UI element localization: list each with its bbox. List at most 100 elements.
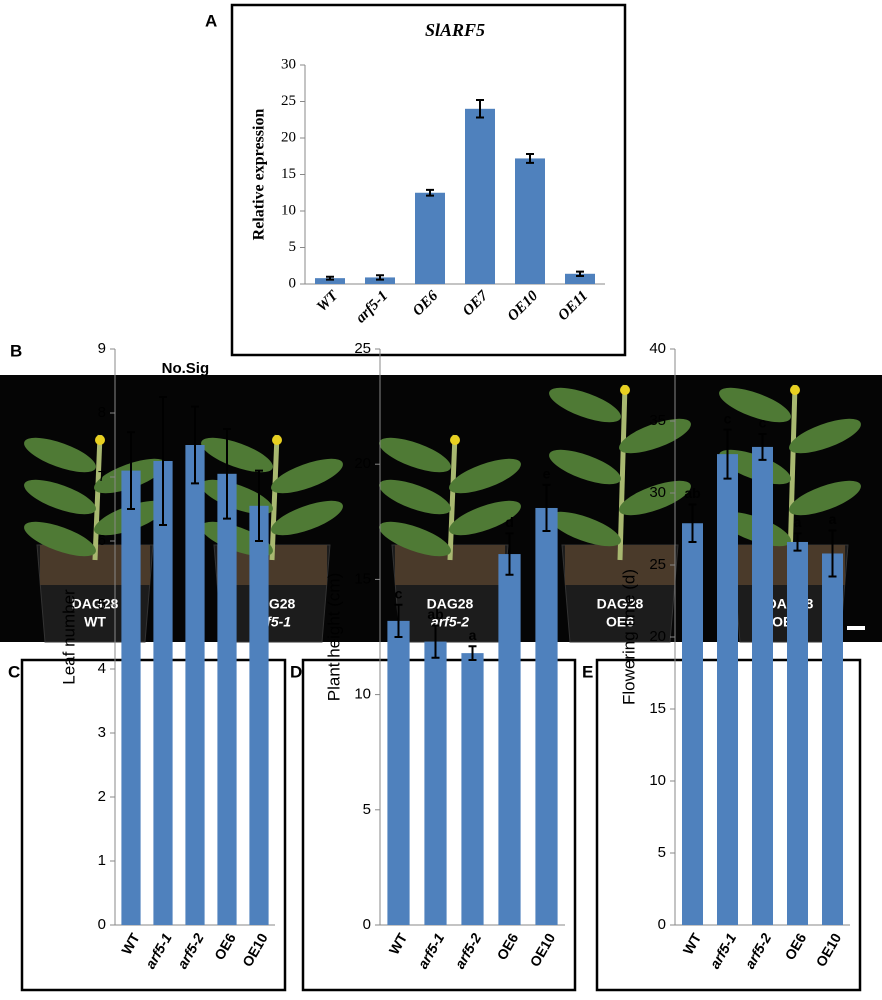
x-tick-label: OE10 [527, 930, 559, 969]
x-tick-label: arf5-1 [353, 288, 391, 326]
group-label: a [794, 514, 802, 530]
x-tick-label: arf5-1 [706, 930, 739, 971]
bar [424, 641, 447, 925]
y-tick-label: 20 [649, 628, 666, 645]
bar [121, 470, 141, 925]
error-bar [394, 603, 403, 638]
y-axis-label: Plant height (cm) [324, 573, 343, 702]
bar [217, 473, 237, 925]
flower [95, 435, 105, 445]
y-tick-label: 0 [289, 275, 297, 291]
y-axis-label: Flowering time (d) [619, 569, 638, 705]
leaf [549, 449, 621, 485]
panel-label: A [205, 11, 217, 30]
error-bar [576, 270, 584, 277]
leaf [201, 437, 273, 473]
y-tick-label: 3 [98, 724, 106, 741]
stem [92, 434, 103, 561]
flower [272, 435, 282, 445]
group-label: a [469, 627, 477, 643]
leaf [549, 511, 621, 547]
y-tick-label: 9 [98, 340, 106, 357]
group-label: ab [684, 485, 700, 501]
scale-bar [847, 626, 865, 630]
x-tick-label: arf5-1 [142, 930, 175, 971]
y-tick-label: 10 [354, 686, 371, 703]
y-tick-label: 40 [649, 340, 666, 357]
leaf [719, 387, 791, 423]
plant-label: arf5-2 [431, 614, 469, 630]
stem [269, 434, 280, 561]
leaf [449, 500, 521, 536]
leaf [379, 437, 451, 473]
panel-label: E [582, 662, 593, 681]
group-label: a [829, 511, 837, 527]
y-tick-label: 20 [354, 455, 371, 472]
y-tick-label: 0 [658, 916, 666, 933]
group-label: d [505, 514, 514, 530]
flower [450, 435, 460, 445]
bar [822, 553, 843, 925]
x-tick-label: OE7 [460, 288, 492, 320]
y-tick-label: 10 [649, 772, 666, 789]
x-tick-label: arf5-1 [414, 930, 447, 971]
chart-title: SlARF5 [425, 20, 485, 40]
error-bar [793, 532, 802, 552]
panel-frame [230, 3, 627, 357]
panel-label: C [8, 662, 20, 681]
error-bar [723, 428, 732, 480]
y-tick-label: 5 [289, 239, 297, 255]
y-tick-label: 20 [281, 129, 296, 145]
y-tick-label: 15 [354, 570, 371, 587]
error-bar [326, 275, 334, 281]
leaf [24, 521, 96, 557]
leaf [449, 458, 521, 494]
x-tick-label: arf5-2 [741, 930, 774, 971]
bar [787, 541, 808, 925]
x-tick-label: OE6 [493, 930, 521, 962]
y-tick-label: 15 [649, 700, 666, 717]
bar [461, 653, 484, 925]
y-tick-label: 25 [281, 93, 296, 109]
plant-label: DAG28 [427, 596, 474, 612]
y-axis-label: Relative expression [251, 109, 268, 241]
stem [447, 434, 458, 561]
error-bar [431, 624, 440, 659]
plant-label: DAG28 [72, 596, 119, 612]
bar [515, 158, 545, 284]
x-tick-label: OE11 [555, 288, 591, 324]
y-tick-label: 4 [98, 660, 106, 677]
x-tick-label: OE10 [505, 288, 542, 325]
y-tick-label: 15 [281, 166, 296, 182]
plant-label: DAG28 [597, 596, 644, 612]
leaf [619, 418, 691, 454]
y-tick-label: 0 [98, 916, 106, 933]
x-tick-label: WT [314, 287, 342, 315]
error-bar [223, 428, 231, 520]
group-label: ab [427, 606, 443, 622]
leaf [379, 479, 451, 515]
bar [185, 445, 205, 925]
group-label: e [543, 466, 551, 482]
error-bar [828, 529, 837, 578]
bar [365, 277, 395, 284]
error-bar [476, 99, 484, 119]
y-tick-label: 5 [98, 596, 106, 613]
x-tick-label: OE10 [813, 930, 845, 969]
leaf [24, 479, 96, 515]
bar [565, 273, 595, 284]
y-tick-label: 5 [363, 801, 371, 818]
bar [682, 523, 703, 925]
bar [752, 446, 773, 925]
x-tick-label: WT [386, 930, 411, 957]
error-bar [376, 274, 384, 281]
panel-label: B [10, 341, 22, 360]
group-label: c [724, 410, 732, 426]
error-bar [191, 405, 199, 485]
leaf [549, 387, 621, 423]
x-tick-label: arf5-2 [174, 930, 207, 971]
y-tick-label: 25 [354, 340, 371, 357]
flower [620, 385, 630, 395]
error-bar [505, 532, 514, 576]
y-tick-label: 1 [98, 852, 106, 869]
